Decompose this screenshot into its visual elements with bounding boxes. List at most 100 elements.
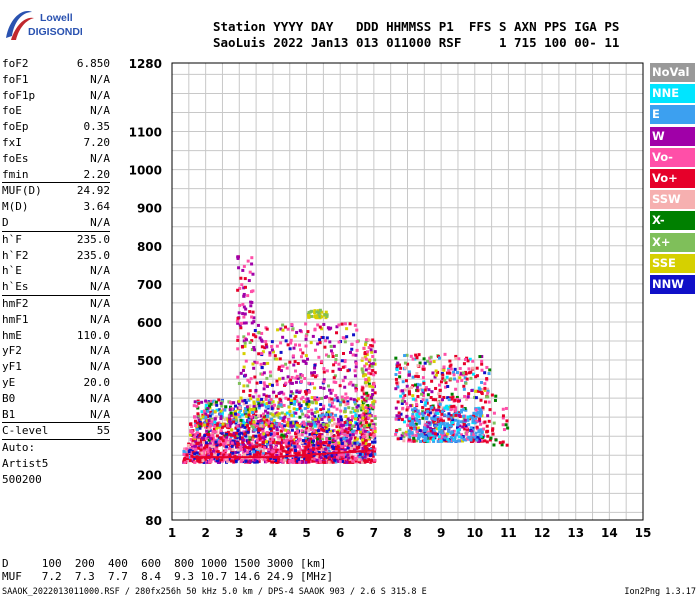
echo-point xyxy=(264,440,268,444)
echo-point xyxy=(425,427,429,431)
echo-point xyxy=(256,323,260,327)
echo-point xyxy=(322,367,326,371)
echo-point xyxy=(332,434,336,438)
echo-point xyxy=(449,424,453,428)
echo-point xyxy=(253,424,257,428)
echo-point xyxy=(364,384,368,388)
echo-point xyxy=(349,397,353,401)
echo-point xyxy=(343,409,347,413)
echo-point xyxy=(415,385,419,389)
echo-point xyxy=(198,424,202,428)
echo-point xyxy=(434,408,438,412)
echo-point xyxy=(269,441,273,445)
echo-point xyxy=(236,424,240,428)
echo-point xyxy=(344,415,348,419)
echo-point xyxy=(453,435,457,439)
echo-point xyxy=(248,421,252,425)
echo-point xyxy=(280,433,284,437)
echo-point xyxy=(346,453,350,457)
echo-point xyxy=(364,341,368,345)
echo-point xyxy=(479,408,483,412)
echo-point xyxy=(277,457,281,461)
echo-point xyxy=(415,382,419,386)
echo-point xyxy=(289,338,293,342)
echo-point xyxy=(443,424,447,428)
echo-point xyxy=(307,444,311,448)
echo-point xyxy=(281,436,285,440)
echo-point xyxy=(204,399,208,403)
echo-point xyxy=(368,397,372,401)
echo-point xyxy=(396,437,400,441)
echo-point xyxy=(258,336,262,340)
echo-point xyxy=(341,336,345,340)
echo-point xyxy=(470,429,474,433)
echo-point xyxy=(355,328,359,332)
legend-item: NNE xyxy=(650,84,695,104)
echo-point xyxy=(327,399,331,403)
echo-point xyxy=(281,460,285,464)
echo-point xyxy=(437,383,441,387)
echo-point xyxy=(282,439,286,443)
echo-point xyxy=(471,359,475,363)
echo-point xyxy=(229,405,233,409)
echo-point xyxy=(268,353,272,357)
echo-point xyxy=(314,401,318,405)
echo-point xyxy=(466,359,470,363)
echo-point xyxy=(480,362,484,366)
echo-point xyxy=(320,425,324,429)
echo-point xyxy=(470,432,474,436)
echo-point xyxy=(451,421,455,425)
legend-item: SSW xyxy=(650,190,695,210)
echo-point xyxy=(236,450,240,454)
echo-point xyxy=(257,402,261,406)
echo-point xyxy=(213,402,217,406)
echo-point xyxy=(337,441,341,445)
echo-point xyxy=(246,419,250,423)
echo-point xyxy=(361,356,365,360)
echo-point xyxy=(465,432,469,436)
echo-point xyxy=(344,427,348,431)
echo-point xyxy=(190,425,194,429)
echo-point xyxy=(431,398,435,402)
echo-point xyxy=(421,376,425,380)
echo-point xyxy=(317,311,321,315)
echo-point xyxy=(221,458,225,462)
echo-point xyxy=(254,335,258,339)
echo-point xyxy=(294,441,298,445)
echo-point xyxy=(252,366,256,370)
echo-point xyxy=(275,413,279,417)
parameters-panel: foF2 6.850 foF1 N/A foF1p N/A foE N/A foEp 0.35 fx… xyxy=(2,56,110,488)
echo-point xyxy=(236,321,240,325)
echo-point xyxy=(401,406,405,410)
echo-point xyxy=(335,407,339,411)
echo-point xyxy=(410,421,414,425)
echo-point xyxy=(261,400,265,404)
echo-point xyxy=(225,445,229,449)
echo-point xyxy=(198,426,202,430)
echo-point xyxy=(265,459,269,463)
echo-point xyxy=(475,366,479,370)
echo-point xyxy=(486,387,490,391)
echo-point xyxy=(259,380,263,384)
echo-point xyxy=(252,434,256,438)
echo-point xyxy=(265,376,269,380)
echo-point xyxy=(423,423,427,427)
echo-point xyxy=(469,370,473,374)
echo-point xyxy=(248,435,252,439)
echo-point xyxy=(364,380,368,384)
echo-point xyxy=(467,392,471,396)
param-label: h`F2 xyxy=(2,248,29,262)
echo-point xyxy=(208,406,212,410)
echo-point xyxy=(253,449,257,453)
echo-point xyxy=(448,371,452,375)
echo-point xyxy=(462,416,466,420)
echo-point xyxy=(320,310,324,314)
echo-point xyxy=(411,384,415,388)
echo-point xyxy=(324,339,328,343)
echo-point xyxy=(223,408,227,412)
echo-point xyxy=(473,395,477,399)
echo-point xyxy=(360,443,364,447)
echo-point xyxy=(284,396,288,400)
echo-point xyxy=(371,385,375,389)
echo-point xyxy=(467,367,471,371)
